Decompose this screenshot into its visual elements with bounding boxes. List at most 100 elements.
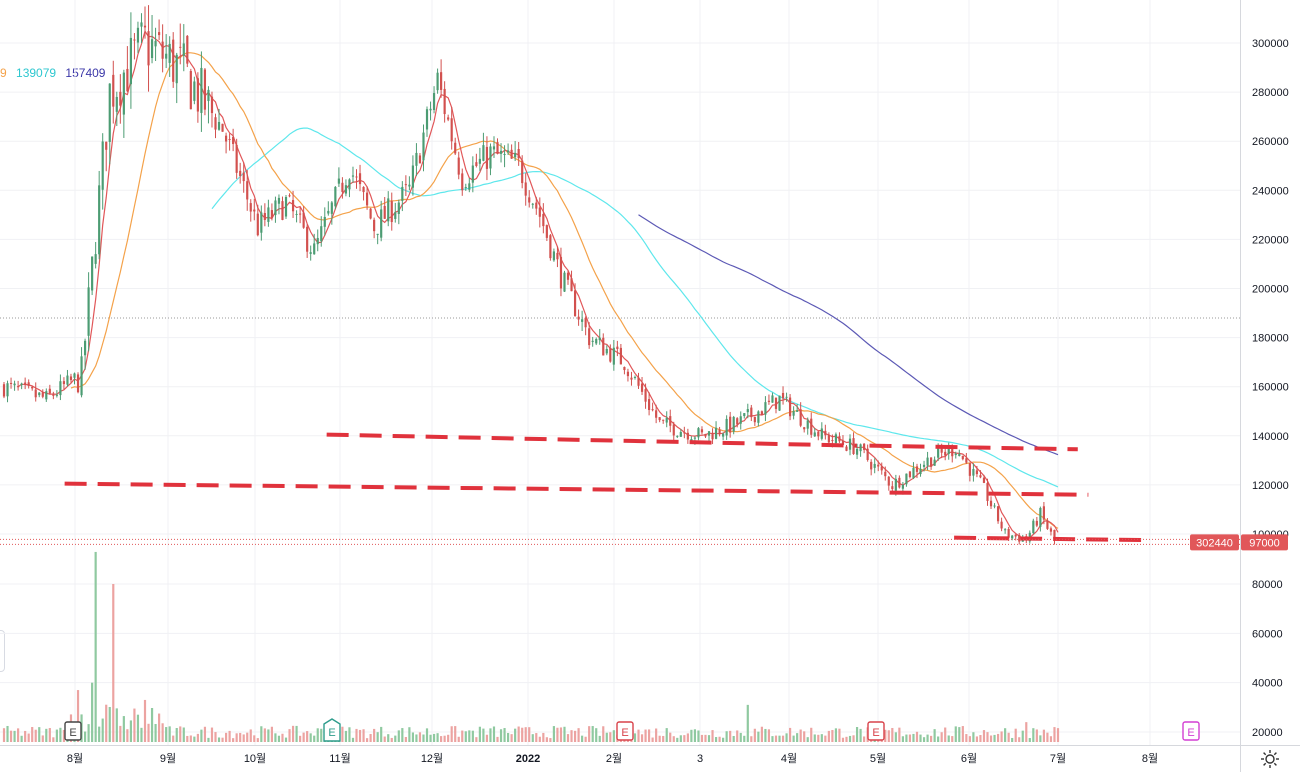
candle [344, 179, 348, 197]
candle [182, 24, 185, 72]
price-badge-right: 97000 [1241, 534, 1288, 551]
event-marker-label: E [621, 727, 628, 739]
candle [637, 372, 640, 389]
candle [757, 410, 760, 427]
volume-bar [781, 735, 785, 742]
candle [602, 333, 605, 356]
volume-bar [411, 732, 415, 742]
candle [306, 224, 309, 258]
support-line [954, 535, 1151, 543]
candle [912, 462, 915, 480]
grid [0, 0, 1240, 745]
candle [933, 456, 936, 466]
volume-bar [478, 726, 481, 742]
event-marker[interactable]: E [867, 721, 885, 741]
candle [566, 270, 570, 285]
candle [542, 203, 545, 234]
candle [38, 392, 41, 398]
volume-bar [499, 729, 503, 742]
volume-bar [62, 729, 66, 742]
candle [506, 143, 510, 156]
volume-bar [834, 728, 838, 742]
candle [930, 457, 933, 470]
candle [478, 147, 481, 171]
event-marker[interactable]: E [1182, 721, 1200, 741]
price-tick-label: 140000 [1252, 431, 1289, 443]
volume-bar [52, 737, 55, 742]
volume-bar [926, 734, 929, 742]
volume-bar [390, 737, 393, 742]
volume-bar [464, 731, 467, 742]
volume-bar [17, 728, 20, 742]
gear-icon[interactable] [1259, 748, 1281, 770]
candle [683, 426, 686, 439]
candle [242, 162, 245, 193]
candle [722, 432, 725, 441]
price-tick-label: 200000 [1252, 284, 1289, 296]
candle [80, 347, 83, 398]
volume-bar [432, 733, 436, 742]
candle [598, 328, 601, 345]
volume-bar [380, 726, 383, 742]
candle [355, 169, 358, 189]
volume-bar [665, 728, 668, 742]
candle [482, 132, 485, 162]
volume-bar [249, 729, 252, 742]
volume-bar [503, 728, 506, 742]
candle [334, 186, 337, 210]
candle [239, 162, 242, 184]
volume-bar [1042, 729, 1045, 742]
event-marker[interactable]: E [323, 718, 341, 742]
volume-bar [20, 735, 23, 742]
candle [295, 210, 298, 223]
volume-bar [559, 727, 563, 742]
side-panel-handle[interactable] [0, 630, 5, 672]
ma-partial-value: 9 [0, 66, 7, 80]
volume-bar [700, 734, 704, 742]
candle [358, 164, 362, 192]
volume-bar [975, 736, 979, 742]
volume-bar [450, 726, 453, 742]
candle [461, 168, 464, 196]
volume-bar [228, 730, 231, 742]
candle [323, 207, 326, 236]
volume-bar [108, 706, 111, 742]
volume-bar [256, 738, 259, 742]
volume-bar [827, 730, 830, 742]
candle [55, 390, 58, 398]
volume-bar [224, 732, 228, 742]
support-line [869, 443, 1078, 452]
event-marker[interactable]: E [616, 721, 634, 741]
candle [700, 426, 704, 435]
candle [855, 443, 859, 460]
candle [552, 248, 556, 262]
candle [619, 343, 622, 365]
event-marker[interactable]: E [64, 721, 82, 741]
candle [760, 410, 763, 416]
volume-bar [683, 735, 686, 742]
candle [824, 424, 827, 440]
candle [270, 203, 273, 221]
candle [228, 133, 231, 151]
volume-bar [898, 727, 901, 742]
volume-bar [510, 734, 513, 742]
price-tick-label: 120000 [1252, 480, 1289, 492]
candle [260, 205, 263, 241]
candle [450, 107, 453, 150]
volume-bar [295, 725, 298, 742]
candle [429, 101, 432, 121]
candle [591, 336, 594, 347]
candle [729, 411, 732, 438]
candle [838, 432, 841, 443]
volume-bar [845, 736, 848, 742]
time-tick-label: 3 [697, 753, 703, 765]
volume-bar [803, 731, 806, 742]
candle [108, 83, 111, 165]
volume-bar [884, 729, 887, 742]
volume-bar [429, 734, 432, 742]
candle [408, 176, 411, 191]
volume-bar [796, 733, 799, 742]
candle [880, 462, 883, 475]
volume-bar [922, 737, 926, 742]
